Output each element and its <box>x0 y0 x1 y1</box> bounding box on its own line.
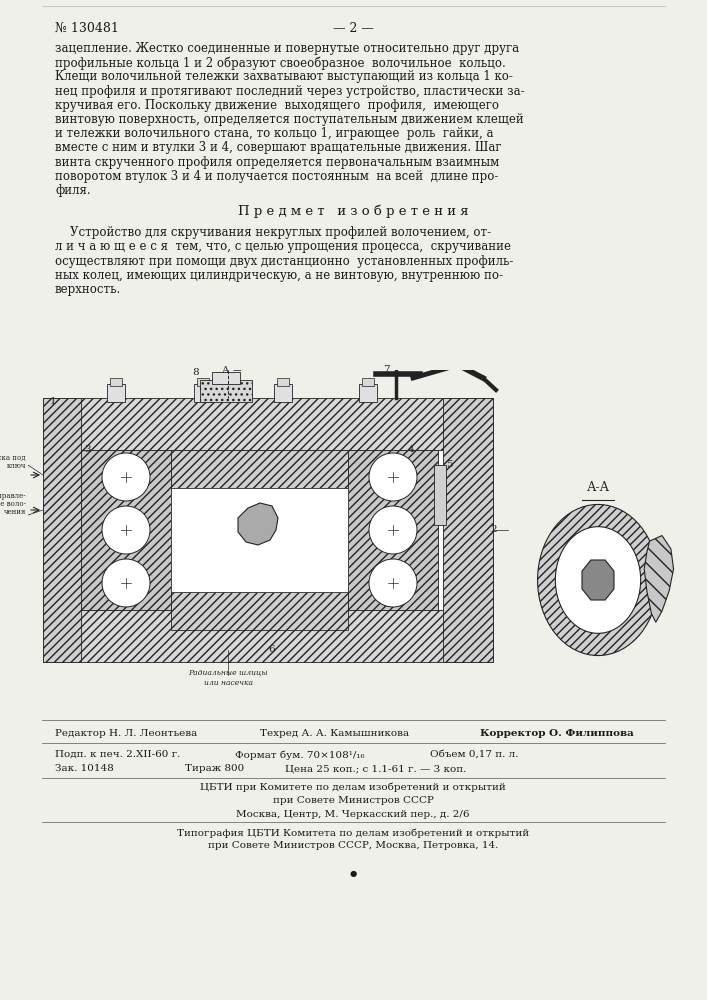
Text: 4: 4 <box>408 445 414 454</box>
Text: ных колец, имеющих цилиндрическую, а не винтовую, внутреннюю по-: ных колец, имеющих цилиндрическую, а не … <box>55 269 503 282</box>
Bar <box>197 378 209 386</box>
Bar <box>110 378 122 386</box>
Text: —: — <box>233 366 241 375</box>
Text: 2: 2 <box>490 525 496 534</box>
Text: ЦБТИ при Комитете по делам изобретений и открытий: ЦБТИ при Комитете по делам изобретений и… <box>200 783 506 792</box>
Text: ние воло-: ние воло- <box>0 500 26 508</box>
Bar <box>171 488 348 592</box>
Text: № 130481: № 130481 <box>55 22 119 35</box>
Text: или насечка: или насечка <box>204 679 252 687</box>
Bar <box>43 450 493 610</box>
Text: Подп. к печ. 2.XII-60 г.: Подп. к печ. 2.XII-60 г. <box>55 750 180 759</box>
Bar <box>43 610 493 662</box>
Bar <box>277 378 289 386</box>
Bar <box>274 384 292 402</box>
Polygon shape <box>238 503 278 545</box>
Text: профильные кольца 1 и 2 образуют своеобразное  волочильное  кольцо.: профильные кольца 1 и 2 образуют своеобр… <box>55 56 506 70</box>
Bar <box>107 384 125 402</box>
Text: при Совете Министров СССР: при Совете Министров СССР <box>273 796 433 805</box>
Text: нец профиля и протягивают последний через устройство, пластически за-: нец профиля и протягивают последний чере… <box>55 85 525 98</box>
Text: А-А: А-А <box>586 481 609 494</box>
Circle shape <box>369 559 417 607</box>
Bar <box>171 450 348 488</box>
Text: 5: 5 <box>446 460 452 469</box>
Circle shape <box>555 527 641 633</box>
Text: — 2 —: — 2 — <box>332 22 373 35</box>
Text: поворотом втулок 3 и 4 и получается постоянным  на всей  длине про-: поворотом втулок 3 и 4 и получается пост… <box>55 170 498 183</box>
Circle shape <box>102 506 150 554</box>
Circle shape <box>102 559 150 607</box>
Text: винтовую поверхность, определяется поступательным движением клещей: винтовую поверхность, определяется посту… <box>55 113 524 126</box>
Bar <box>359 384 377 402</box>
Bar <box>81 450 171 610</box>
Text: л и ч а ю щ е е с я  тем, что, с целью упрощения процесса,  скручивание: л и ч а ю щ е е с я тем, что, с целью уп… <box>55 240 511 253</box>
Text: 6: 6 <box>268 645 274 654</box>
Bar <box>194 384 212 402</box>
Text: Тираж 800: Тираж 800 <box>185 764 244 773</box>
Text: 1: 1 <box>50 397 57 406</box>
Text: винта скрученного профиля определяется первоначальным взаимным: винта скрученного профиля определяется п… <box>55 156 499 169</box>
Text: А: А <box>222 366 229 375</box>
Bar <box>362 378 374 386</box>
Text: Лыска под: Лыска под <box>0 454 26 462</box>
Text: ключ: ключ <box>6 462 26 470</box>
Text: ●: ● <box>349 870 356 878</box>
Text: осуществляют при помощи двух дистанционно  установленных профиль-: осуществляют при помощи двух дистанционн… <box>55 255 513 268</box>
Text: филя.: филя. <box>55 184 90 197</box>
Circle shape <box>102 453 150 501</box>
Text: Редактор Н. Л. Леонтьева: Редактор Н. Л. Леонтьева <box>55 729 197 738</box>
Text: Объем 0,17 п. л.: Объем 0,17 п. л. <box>430 750 518 759</box>
Circle shape <box>369 506 417 554</box>
Text: Направле-: Направле- <box>0 492 26 500</box>
Text: кручивая его. Поскольку движение  выходящего  профиля,  имеющего: кручивая его. Поскольку движение выходящ… <box>55 99 499 112</box>
Text: Техред А. А. Камышникова: Техред А. А. Камышникова <box>260 729 409 738</box>
Text: Клещи волочильной тележки захватывают выступающий из кольца 1 ко-: Клещи волочильной тележки захватывают вы… <box>55 70 513 83</box>
Bar <box>43 398 81 662</box>
Text: чения: чения <box>4 508 26 516</box>
Bar <box>434 465 446 525</box>
Text: Формат бум. 70×108¹/₁₆: Формат бум. 70×108¹/₁₆ <box>235 750 365 760</box>
Text: Радиальные шлицы: Радиальные шлицы <box>188 669 268 677</box>
Text: зацепление. Жестко соединенные и повернутые относительно друг друга: зацепление. Жестко соединенные и поверну… <box>55 42 519 55</box>
Circle shape <box>369 453 417 501</box>
Bar <box>43 398 493 450</box>
Text: верхность.: верхность. <box>55 283 121 296</box>
Text: 3: 3 <box>84 445 90 454</box>
Text: Корректор О. Филиппова: Корректор О. Филиппова <box>480 729 633 738</box>
Polygon shape <box>582 560 614 600</box>
Text: Устройство для скручивания некруглых профилей волочением, от-: Устройство для скручивания некруглых про… <box>55 226 491 239</box>
Bar <box>171 592 348 630</box>
Polygon shape <box>644 536 674 622</box>
Bar <box>348 450 438 610</box>
Text: П р е д м е т   и з о б р е т е н и я: П р е д м е т и з о б р е т е н и я <box>238 204 468 218</box>
Text: Зак. 10148: Зак. 10148 <box>55 764 114 773</box>
Text: при Совете Министров СССР, Москва, Петровка, 14.: при Совете Министров СССР, Москва, Петро… <box>208 841 498 850</box>
Text: Москва, Центр, М. Черкасский пер., д. 2/6: Москва, Центр, М. Черкасский пер., д. 2/… <box>236 810 469 819</box>
Bar <box>200 380 252 402</box>
Text: вместе с ним и втулки 3 и 4, совершают вращательные движения. Шаг: вместе с ним и втулки 3 и 4, совершают в… <box>55 141 501 154</box>
Circle shape <box>537 504 658 656</box>
Text: Типография ЦБТИ Комитета по делам изобретений и открытий: Типография ЦБТИ Комитета по делам изобре… <box>177 828 529 838</box>
Text: и тележки волочильного стана, то кольцо 1, играющее  роль  гайки, а: и тележки волочильного стана, то кольцо … <box>55 127 493 140</box>
Text: 8: 8 <box>192 368 199 377</box>
Bar <box>443 398 493 662</box>
Text: Цена 25 коп.; с 1.1-61 г. — 3 коп.: Цена 25 коп.; с 1.1-61 г. — 3 коп. <box>285 764 467 773</box>
Bar <box>212 372 240 384</box>
Text: 7: 7 <box>383 365 390 374</box>
